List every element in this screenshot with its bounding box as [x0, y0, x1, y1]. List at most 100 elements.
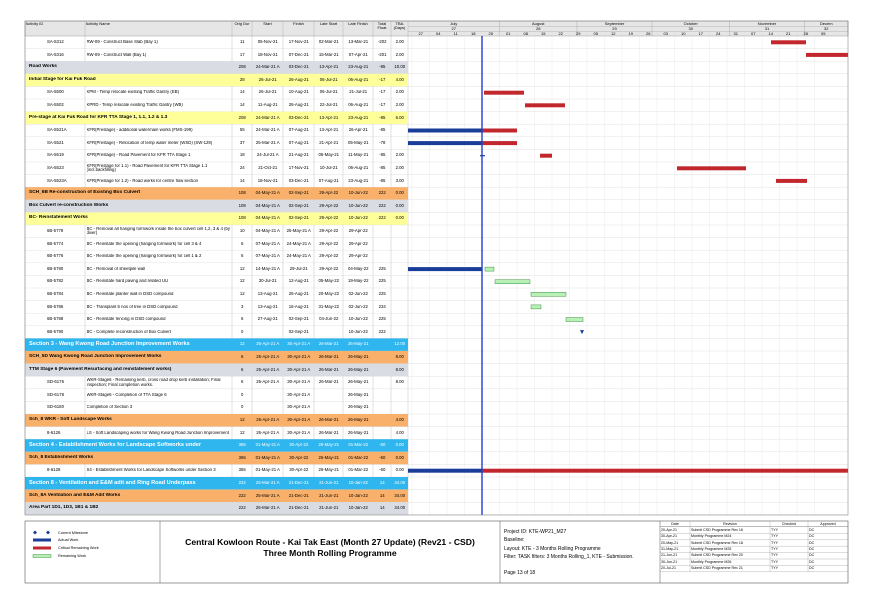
cell: 3.00	[395, 178, 404, 183]
activity-id: SA-5502	[47, 103, 64, 107]
cell: 02-Sep-21	[288, 216, 309, 221]
gantt-bar	[806, 52, 848, 57]
cell: 222	[378, 191, 386, 196]
activity-id: SA-5523A	[47, 178, 67, 183]
cell: 30-Apr-21 A	[287, 430, 311, 435]
row-band	[25, 187, 408, 200]
cell: 21-Jun-21	[319, 506, 339, 511]
gantt-bar	[482, 141, 517, 146]
revision-cell: Submit CSD Programme Rev 21	[691, 566, 743, 571]
cell: 26-Mar-21	[318, 342, 339, 347]
row-band	[25, 61, 408, 74]
cell: 34.00	[394, 493, 406, 498]
revision-cell: 30-Jun-21	[661, 559, 678, 564]
revision-cell: DC	[809, 559, 815, 564]
cell: 18-Nov-21	[257, 178, 278, 183]
revision-cell: 20-Apr-21	[661, 527, 677, 532]
activity-id: 6B-5780	[47, 266, 64, 271]
cell: 14	[379, 481, 385, 485]
row-band	[25, 351, 408, 364]
cell: 25-Apr-21 A	[256, 355, 280, 359]
cell: 21-Oct-21	[258, 166, 278, 170]
legend-label: Remaining Work	[58, 553, 86, 558]
legend-label: Critical Remaining Work	[58, 545, 99, 550]
cell: 30-Apr-22	[289, 455, 309, 460]
cell: 30-Apr-21 A	[287, 367, 311, 372]
cell: 02-Jun-22	[348, 292, 368, 296]
cell: 13-Aug-21	[257, 292, 278, 296]
cell: 29-Apr-22	[348, 229, 368, 233]
cell: 17-Nov-21	[288, 166, 309, 170]
table-frame	[24, 20, 849, 516]
legend-label: Actual Work	[58, 537, 79, 542]
activity-name: BC - Reinstate fencing in DSD compound	[86, 317, 166, 322]
activity-id: 6B-5788	[47, 317, 64, 322]
cell: 18-Nov-21	[257, 52, 278, 57]
cell: 21-Dec-21	[288, 493, 309, 498]
week-label: 25	[488, 31, 493, 36]
cell: 26-Apr-21	[348, 128, 368, 133]
cell: 06-Jul-21	[319, 90, 338, 95]
cell: 07-Apr-21	[348, 52, 368, 57]
cell: 15-Mar-21	[318, 52, 339, 57]
cell: 29-Apr-22	[348, 241, 368, 246]
cell: 21-Jul-21	[349, 90, 368, 95]
cell: 06-Aug-21	[348, 103, 369, 107]
cell: 29-Apr-22	[319, 191, 339, 196]
cell: 03-Dec-21	[288, 178, 309, 183]
cell: -60	[379, 455, 386, 460]
revision-cell: DC	[809, 527, 815, 532]
activity-name: KFR(Prestage for 1.1) - Road Pavement fo…	[86, 163, 208, 173]
cell: 02-Sep-21	[288, 191, 309, 196]
cell: 30-Apr-21 A	[287, 342, 311, 347]
revision-cell: Monthly Programme M26	[691, 559, 732, 564]
cell: 26-Mar-21	[318, 380, 339, 385]
week-label: 18	[471, 31, 476, 36]
group-name: Section 8 - Ventilation and E&M adit and…	[29, 480, 196, 486]
cell: 26-Jul-21	[258, 77, 277, 82]
cell: 21-Jun-21	[319, 493, 339, 498]
cell: 2.00	[395, 52, 404, 57]
cell: 8.00	[395, 380, 404, 385]
cell: 37	[239, 140, 245, 145]
activity-name: KPM - Temp relocate existing Traffic Gan…	[86, 90, 180, 95]
title-line2: Three Month Rolling Programme	[263, 548, 397, 558]
project-info: Filter: TASK filters: 3 Months Rolling_1…	[504, 553, 634, 560]
cell: 14	[239, 90, 245, 95]
month-label: September	[604, 21, 625, 26]
cell: 108	[238, 203, 246, 208]
group-name: TTM Stage 6 (Pavement Resurfacing and re…	[29, 366, 172, 372]
cell: 0.00	[395, 216, 404, 221]
cell: 01-May-21 A	[255, 443, 280, 448]
cell: 02-Sep-21	[288, 329, 309, 334]
cell: -85	[379, 153, 386, 158]
group-name: Sch_8A Ventilation and E&M Adit Works	[29, 492, 121, 498]
activity-name: KFR(Prestage) - additional watermain wor…	[86, 128, 193, 133]
row-band	[25, 502, 408, 515]
cell: 04-May-21 A	[255, 229, 280, 233]
gantt-bar	[408, 267, 482, 272]
cell: 02-Sep-21	[288, 317, 309, 322]
project-info: Layout: KTE - 3 Months Rolling Programme	[504, 545, 601, 552]
cell: 0.00	[395, 455, 404, 460]
cell: 29-Apr-22	[319, 254, 339, 259]
cell: 18	[239, 153, 245, 158]
revision-cell: DC	[809, 547, 815, 551]
row-band	[25, 338, 408, 351]
cell: 0.00	[395, 468, 404, 473]
cell: 24-Mar-21 A	[255, 128, 280, 133]
cell: 8.00	[395, 355, 404, 359]
cell: 108	[238, 216, 246, 221]
cell: 26-May-21	[347, 418, 369, 422]
cell: 29-Jul-21	[289, 266, 308, 271]
cell: 24	[239, 166, 245, 170]
cell: 6	[241, 254, 244, 259]
cell: 12	[239, 418, 245, 422]
revision-cell: TYY	[771, 527, 778, 532]
revision-cell: Monthly Programme M24	[691, 534, 732, 539]
column-header: Activity ID	[25, 22, 44, 26]
cell: 13-Mar-21	[348, 40, 369, 44]
cell: 0	[241, 329, 244, 334]
cell: 10-Jan-22	[348, 493, 368, 498]
